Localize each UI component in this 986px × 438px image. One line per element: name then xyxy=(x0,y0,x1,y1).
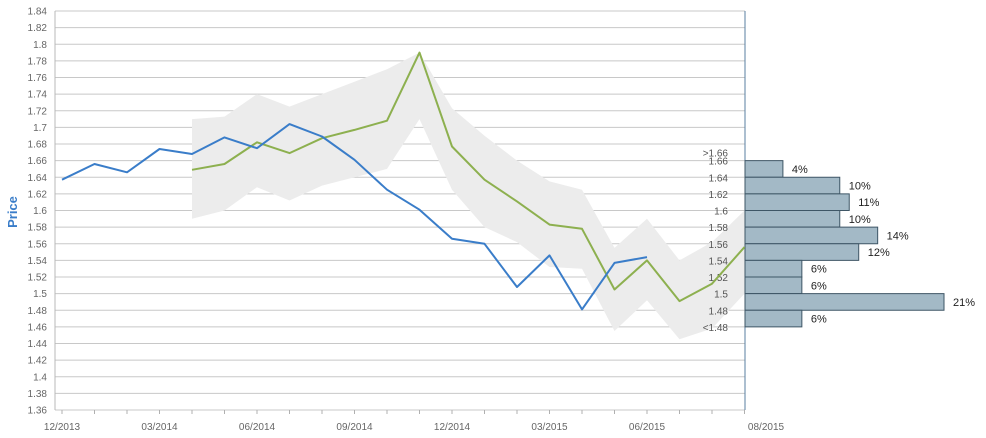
series-lines xyxy=(61,51,745,311)
y-tick-label: 1.58 xyxy=(28,223,48,234)
x-tick-label: 06/2015 xyxy=(629,422,666,433)
histogram-bar xyxy=(744,259,803,278)
histogram-bar xyxy=(744,193,850,211)
y-tick-label: 1.64 xyxy=(28,173,48,184)
histogram-percent-label: 11% xyxy=(858,197,879,209)
y-tick-label: 1.52 xyxy=(28,273,48,284)
y-tick-label: 1.36 xyxy=(28,406,48,417)
x-tick-label: 03/2014 xyxy=(141,422,178,433)
histogram-bar xyxy=(744,293,945,311)
y-tick-label: 1.42 xyxy=(28,356,48,367)
y-tick-label: 1.78 xyxy=(28,56,48,67)
y-tick-label: 1.74 xyxy=(28,90,48,101)
y-tick-label: 1.44 xyxy=(28,339,48,350)
histogram-bar xyxy=(744,276,803,295)
y-tick-label: 1.68 xyxy=(28,140,48,151)
y-axis-label: Price xyxy=(5,196,20,228)
histogram-bin-label: 1.64 xyxy=(709,173,729,184)
y-tick-label: 1.38 xyxy=(28,389,48,400)
y-tick-label: 1.82 xyxy=(28,23,48,34)
x-tick-label: 09/2014 xyxy=(336,422,373,433)
histogram-bar xyxy=(744,226,879,245)
histogram-percent-label: 12% xyxy=(868,247,890,259)
y-tick-label: 1.66 xyxy=(28,156,48,167)
x-tick-label: 06/2014 xyxy=(239,422,276,433)
histogram-bucket-label: >1.66 xyxy=(703,148,729,159)
histogram-bar xyxy=(744,210,841,228)
price-line xyxy=(61,123,648,311)
histogram-bar xyxy=(744,176,841,195)
histogram-bar xyxy=(744,160,784,178)
forecast-line xyxy=(191,51,745,303)
histogram-bin-label: 1.62 xyxy=(709,190,729,201)
x-tick-label: 08/2015 xyxy=(748,422,785,433)
y-tick-labels: 1.36 1.38 1.4 1.42 1.44 1.46 1.48 1.5 1.52 1.54 1.… xyxy=(28,7,48,417)
y-tick-label: 1.48 xyxy=(28,306,48,317)
y-tick-label: 1.46 xyxy=(28,322,48,333)
histogram-percent-label: 10% xyxy=(849,214,871,226)
histogram-bin-label: 1.54 xyxy=(709,256,729,267)
histogram-bin-label: 1.5 xyxy=(714,290,728,301)
histogram-bucket-label: <1.48 xyxy=(703,323,729,334)
y-tick-label: 1.62 xyxy=(28,189,48,200)
y-tick-label: 1.6 xyxy=(33,206,47,217)
histogram-percent-label: 14% xyxy=(887,230,909,242)
y-tick-label: 1.8 xyxy=(33,40,47,51)
histogram-bin-label: 1.56 xyxy=(709,240,729,251)
x-tick-label: 03/2015 xyxy=(531,422,568,433)
histogram-bin-label: 1.52 xyxy=(709,273,729,284)
histogram-bar xyxy=(744,243,860,261)
histogram-percent-label: 21% xyxy=(953,297,975,309)
histogram-percent-label: 6% xyxy=(811,314,827,326)
y-tick-label: 1.54 xyxy=(28,256,48,267)
forecast-band-area xyxy=(192,52,745,340)
histogram-bin-label: 1.58 xyxy=(709,223,729,234)
y-tick-label: 1.5 xyxy=(33,289,47,300)
y-tick-label: 1.7 xyxy=(33,123,47,134)
histogram-percent-label: 6% xyxy=(811,280,827,292)
histogram-percent-label: 4% xyxy=(792,164,808,176)
x-tick-label: 12/2013 xyxy=(44,422,81,433)
y-tick-label: 1.72 xyxy=(28,106,48,117)
histogram-bin-label: 1.48 xyxy=(709,306,729,317)
x-tick-labels: 12/2013 03/2014 06/2014 09/2014 12/2014 03/20… xyxy=(44,422,785,433)
y-tick-label: 1.56 xyxy=(28,239,48,250)
histogram-bar xyxy=(744,309,803,328)
histogram-percent-label: 10% xyxy=(849,181,871,193)
forecast-band xyxy=(192,52,745,340)
x-tick-label: 12/2014 xyxy=(434,422,471,433)
y-tick-label: 1.84 xyxy=(28,7,48,18)
histogram-bin-label: 1.6 xyxy=(714,207,728,218)
y-tick-label: 1.4 xyxy=(33,372,47,383)
histogram-percent-label: 6% xyxy=(811,264,827,276)
histogram-bin-label: 1.66 xyxy=(709,157,729,168)
histogram: 4%1.6610%1.6411%1.6210%1.614%1.5812%1.56… xyxy=(703,148,976,334)
y-tick-label: 1.76 xyxy=(28,73,48,84)
